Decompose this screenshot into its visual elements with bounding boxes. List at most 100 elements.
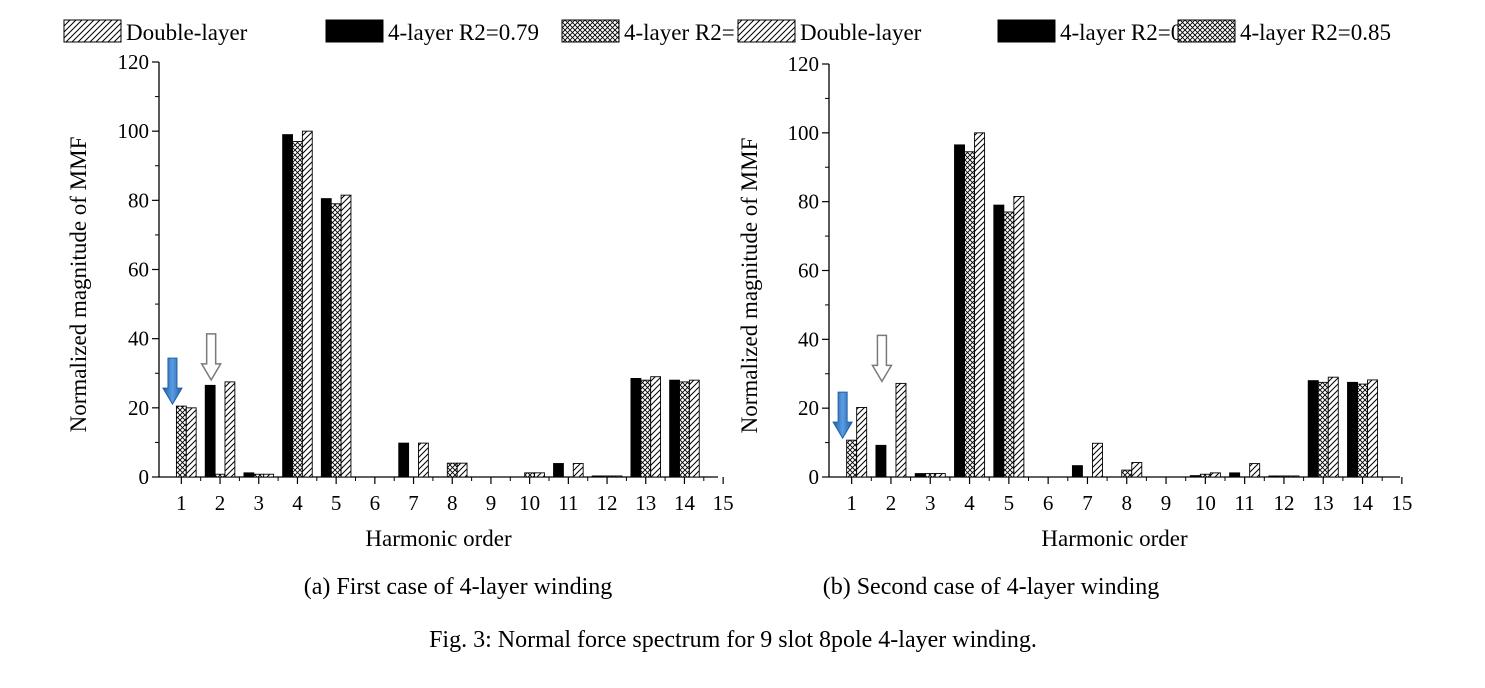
bar <box>282 134 293 478</box>
bar <box>846 439 858 478</box>
bar <box>320 198 332 478</box>
bar <box>253 473 265 478</box>
bar <box>224 381 236 478</box>
bar <box>1307 380 1319 478</box>
y-tick-label: 120 <box>118 50 150 74</box>
bar <box>895 382 907 478</box>
x-tick-label: 7 <box>408 491 419 515</box>
bar <box>914 473 926 478</box>
bar <box>856 407 868 478</box>
bar <box>974 132 986 478</box>
bar <box>924 473 936 478</box>
x-tick-label: 13 <box>1313 491 1334 515</box>
figure-caption: Fig. 3: Normal force spectrum for 9 slot… <box>429 627 1037 653</box>
subcaption-a: (a) First case of 4-layer winding <box>304 574 613 600</box>
bar <box>204 384 216 478</box>
legend-label: Double-layer <box>800 20 922 45</box>
x-tick-label: 9 <box>1161 491 1172 515</box>
bar <box>263 473 275 478</box>
y-tick-label: 20 <box>798 396 819 420</box>
y-tick-label: 100 <box>118 119 150 143</box>
x-tick-label: 15 <box>1391 491 1412 515</box>
x-tick-label: 14 <box>1352 491 1374 515</box>
x-axis-title: Harmonic order <box>365 526 512 551</box>
legend-swatch <box>325 19 384 43</box>
bar <box>553 463 564 478</box>
bar <box>679 381 690 478</box>
x-tick-label: 3 <box>254 491 265 515</box>
x-tick-label: 10 <box>1195 491 1216 515</box>
bar <box>1092 442 1103 478</box>
bar <box>301 130 313 478</box>
bar <box>292 141 303 478</box>
bar <box>1249 463 1261 478</box>
y-tick-label: 40 <box>798 327 819 351</box>
arrow-blue <box>162 357 183 406</box>
y-tick-label: 80 <box>798 190 819 214</box>
legend-swatch <box>997 19 1056 43</box>
x-tick-label: 8 <box>447 491 458 515</box>
y-tick-label: 60 <box>798 259 819 283</box>
x-tick-label: 1 <box>176 491 187 515</box>
bar <box>601 475 613 478</box>
bar <box>591 475 603 478</box>
bar <box>1121 469 1133 478</box>
bar <box>954 144 965 478</box>
x-tick-label: 4 <box>964 491 975 515</box>
x-tick-label: 9 <box>486 491 497 515</box>
x-axis-title: Harmonic order <box>1041 526 1188 551</box>
bar <box>1003 211 1015 478</box>
x-tick-label: 7 <box>1082 491 1093 515</box>
x-tick-label: 6 <box>1043 491 1054 515</box>
y-tick-label: 80 <box>128 188 149 212</box>
legend-swatch <box>63 19 122 43</box>
x-tick-label: 12 <box>1273 491 1294 515</box>
bar <box>1367 379 1379 478</box>
x-tick-label: 15 <box>713 491 734 515</box>
bar <box>934 473 946 478</box>
x-tick-label: 5 <box>331 491 342 515</box>
bar <box>650 376 662 478</box>
x-tick-label: 5 <box>1004 491 1015 515</box>
x-tick-label: 4 <box>292 491 303 515</box>
x-tick-label: 2 <box>215 491 226 515</box>
bar <box>214 473 226 478</box>
legend-label: 4-layer R2=0.79 <box>388 20 539 45</box>
x-tick-label: 13 <box>635 491 656 515</box>
bar <box>1327 376 1339 478</box>
bar <box>534 472 545 478</box>
x-tick-label: 11 <box>1235 491 1255 515</box>
legend-label: Double-layer <box>126 20 248 45</box>
x-tick-label: 10 <box>519 491 540 515</box>
y-tick-label: 100 <box>788 121 820 145</box>
x-tick-label: 8 <box>1122 491 1133 515</box>
bar <box>330 203 342 478</box>
bar <box>611 475 623 478</box>
bar <box>243 472 255 478</box>
bar <box>1357 383 1369 478</box>
y-tick-label: 120 <box>788 52 820 76</box>
bar <box>524 472 536 478</box>
y-tick-label: 60 <box>128 258 149 282</box>
bar <box>398 442 410 478</box>
bar <box>340 194 352 478</box>
bar <box>1071 465 1083 478</box>
y-tick-label: 20 <box>128 396 149 420</box>
bar <box>1268 475 1280 478</box>
x-tick-label: 14 <box>674 491 696 515</box>
x-tick-label: 6 <box>370 491 381 515</box>
y-tick-label: 0 <box>139 465 150 489</box>
arrow-outline <box>200 333 222 382</box>
bar <box>1229 472 1241 478</box>
bar <box>1288 475 1300 478</box>
y-axis-title: Normalized magnitude of MMF <box>737 138 762 434</box>
bar <box>1278 475 1290 478</box>
bar <box>1013 196 1025 478</box>
bar <box>1317 381 1329 478</box>
x-tick-label: 2 <box>886 491 897 515</box>
arrow-blue <box>832 391 854 440</box>
y-tick-label: 40 <box>128 327 149 351</box>
arrow-outline <box>871 334 893 383</box>
